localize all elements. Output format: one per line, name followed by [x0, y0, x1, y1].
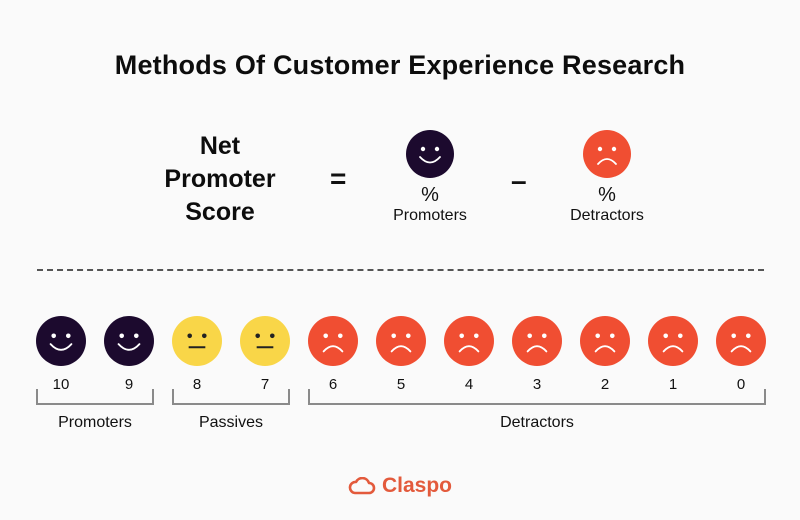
sad-face-icon — [580, 316, 630, 366]
promoters-bracket — [36, 389, 154, 405]
brand-name: Claspo — [382, 474, 453, 497]
nps-label-line-2: Promoter — [164, 165, 276, 193]
sad-face-icon — [512, 316, 562, 366]
minus-sign: – — [511, 165, 527, 196]
percent-sign: % — [598, 184, 616, 206]
passives-bracket — [172, 389, 290, 405]
score-number: 3 — [532, 376, 542, 393]
neutral-face-icon — [172, 316, 222, 366]
score-item: 9 — [104, 316, 154, 393]
score-item: 0 — [716, 316, 766, 393]
page-title: Methods Of Customer Experience Research — [114, 50, 686, 80]
score-number: 8 — [192, 376, 202, 393]
score-item: 8 — [172, 316, 222, 393]
detractors-bracket — [308, 389, 766, 405]
percent-sign: % — [421, 184, 439, 206]
score-item: 5 — [376, 316, 426, 393]
score-number: 7 — [260, 376, 270, 393]
score-item: 10 — [36, 316, 86, 393]
sad-face-icon — [376, 316, 426, 366]
score-item: 2 — [580, 316, 630, 393]
score-item: 3 — [512, 316, 562, 393]
group-label-detractors: Detractors — [500, 414, 574, 431]
formula-term-promoters: % Promoters — [370, 130, 490, 226]
cloud-icon — [348, 477, 376, 495]
neutral-face-icon — [240, 316, 290, 366]
nps-label-line-3: Score — [185, 198, 255, 226]
sad-face-icon — [583, 130, 631, 178]
score-number: 4 — [464, 376, 474, 393]
dashed-divider — [37, 269, 764, 271]
group-label-passives: Passives — [198, 414, 264, 431]
formula-term-detractors: % Detractors — [547, 130, 667, 226]
happy-face-icon — [36, 316, 86, 366]
score-item: 4 — [444, 316, 494, 393]
score-number: 2 — [600, 376, 610, 393]
score-number: 1 — [668, 376, 678, 393]
sad-face-icon — [648, 316, 698, 366]
score-number: 6 — [328, 376, 338, 393]
score-item: 1 — [648, 316, 698, 393]
score-number: 10 — [52, 376, 70, 393]
group-label-promoters: Promoters — [58, 414, 132, 431]
brand-logo: Claspo — [348, 472, 452, 500]
promoters-term-label: Promoters — [393, 207, 467, 224]
score-item: 6 — [308, 316, 358, 393]
happy-face-icon — [104, 316, 154, 366]
detractors-term-label: Detractors — [570, 207, 644, 224]
happy-face-icon — [406, 130, 454, 178]
sad-face-icon — [308, 316, 358, 366]
nps-label-line-1: Net — [199, 132, 241, 160]
sad-face-icon — [716, 316, 766, 366]
score-number: 5 — [396, 376, 406, 393]
sad-face-icon — [444, 316, 494, 366]
score-number: 0 — [736, 376, 746, 393]
nps-label: Net Promoter Score — [160, 130, 280, 229]
score-number: 9 — [124, 376, 134, 393]
equals-sign: = — [330, 163, 347, 194]
score-item: 7 — [240, 316, 290, 393]
